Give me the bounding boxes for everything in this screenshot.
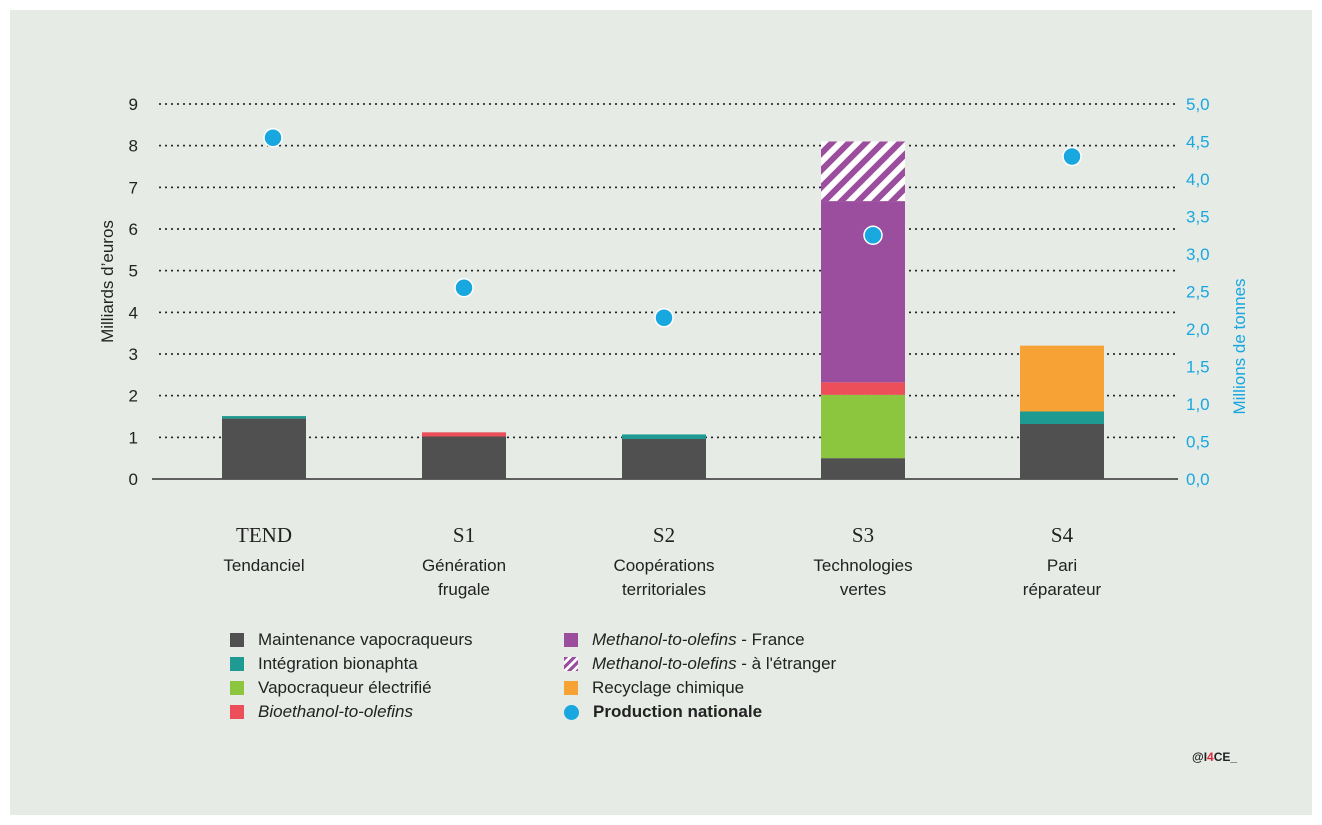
- x-category-label: S3: [852, 523, 874, 547]
- legend-swatch: [564, 681, 578, 695]
- y-tick-label: 2: [129, 387, 138, 406]
- bar-segment: [1020, 411, 1104, 424]
- bar-segment: [222, 416, 306, 419]
- bar-segment: [821, 141, 905, 202]
- legend-label-text: Vapocraqueur électrifié: [258, 678, 432, 697]
- legend-label: Intégration bionaphta: [258, 654, 418, 674]
- production-point: [654, 308, 674, 328]
- legend-swatch: [230, 633, 244, 647]
- legend-label: Methanol-to-olefins - France: [592, 630, 805, 650]
- legend-item: Methanol-to-olefins - à l'étranger: [564, 654, 836, 674]
- y2-tick-label: 0,5: [1186, 433, 1210, 452]
- bar-segment: [821, 201, 905, 383]
- legend-item: Maintenance vapocraqueurs: [230, 630, 473, 650]
- x-category-subtitle: vertes: [840, 580, 886, 599]
- production-point: [454, 278, 474, 298]
- y2-tick-label: 3,5: [1186, 208, 1210, 227]
- production-point: [863, 225, 883, 245]
- y2-tick-label: 2,0: [1186, 320, 1210, 339]
- bar-segment: [222, 418, 306, 479]
- production-point: [1062, 146, 1082, 167]
- legend-label: Maintenance vapocraqueurs: [258, 630, 473, 650]
- legend-label-text: - à l'étranger: [736, 654, 837, 673]
- x-category-subtitle: Pari: [1047, 556, 1077, 575]
- y-tick-label: 4: [129, 303, 138, 322]
- y-tick-label: 0: [129, 470, 138, 489]
- x-category-subtitle: frugale: [438, 580, 490, 599]
- y2-tick-label: 1,5: [1186, 358, 1210, 377]
- y-tick-label: 7: [129, 178, 138, 197]
- y2-tick-label: 2,5: [1186, 283, 1210, 302]
- legend-label-text: - France: [736, 630, 805, 649]
- production-point: [263, 128, 283, 148]
- legend-item: Vapocraqueur électrifié: [230, 678, 432, 698]
- x-category-label: S2: [653, 523, 675, 547]
- credit-prefix: @I: [1192, 750, 1208, 764]
- y2-axis-title: Millions de tonnes: [1230, 278, 1249, 414]
- bar-segment: [622, 439, 706, 479]
- legend-swatch: [564, 704, 579, 720]
- legend-label: Recyclage chimique: [592, 678, 744, 698]
- bar-chart: 0 1 2 3 4 5 6 7 8 9 0,0 0,5 1,0 1,5 2,0 2,5 3,0 3,5 4,0 4,5…: [98, 95, 1249, 599]
- bar-segment: [422, 436, 506, 479]
- chart-panel: 0 1 2 3 4 5 6 7 8 9 0,0 0,5 1,0 1,5 2,0 2,5 3,0 3,5 4,0 4,5…: [10, 10, 1312, 815]
- legend-swatch: [230, 681, 244, 695]
- x-category-subtitle: Tendanciel: [223, 556, 304, 575]
- legend-label-text: Maintenance vapocraqueurs: [258, 630, 473, 649]
- legend-label: Vapocraqueur électrifié: [258, 678, 432, 698]
- bar-segment: [622, 434, 706, 439]
- y-tick-label: 3: [129, 345, 138, 364]
- legend-label-text: Production nationale: [593, 702, 763, 721]
- x-category-subtitle: réparateur: [1023, 580, 1102, 599]
- credit-suffix: CE_: [1213, 750, 1238, 764]
- y-tick-label: 8: [129, 137, 138, 156]
- x-category-label: S1: [453, 523, 475, 547]
- legend-item: Bioethanol-to-olefins: [230, 702, 413, 722]
- y-tick-label: 1: [129, 428, 138, 447]
- x-category-subtitle: Coopérations: [613, 556, 714, 575]
- y-tick-label: 5: [129, 262, 138, 281]
- x-category-label: TEND: [236, 523, 292, 547]
- bar-segment: [1020, 424, 1104, 479]
- bar-segment: [422, 432, 506, 437]
- legend-item: Intégration bionaphta: [230, 654, 418, 674]
- bar-segment: [821, 458, 905, 479]
- legend-swatch: [564, 657, 578, 671]
- legend-item: Production nationale: [564, 702, 762, 722]
- legend-label-italic: Methanol-to-olefins: [592, 654, 737, 673]
- y-axis-title: Milliards d’euros: [98, 220, 117, 343]
- credit-label: @I4CE_: [1192, 750, 1237, 764]
- legend-label-italic: Methanol-to-olefins: [592, 630, 737, 649]
- y2-tick-label: 4,5: [1186, 133, 1210, 152]
- y2-tick-label: 1,0: [1186, 395, 1210, 414]
- x-category-subtitle: Technologies: [813, 556, 912, 575]
- legend-label: Methanol-to-olefins - à l'étranger: [592, 654, 836, 674]
- x-category-subtitle: Génération: [422, 556, 506, 575]
- y2-tick-label: 5,0: [1186, 95, 1210, 114]
- legend-swatch: [564, 633, 578, 647]
- x-category-subtitle: territoriales: [622, 580, 706, 599]
- legend-item: Methanol-to-olefins - France: [564, 630, 805, 650]
- y2-tick-label: 0,0: [1186, 470, 1210, 489]
- legend-swatch: [230, 657, 244, 671]
- legend-label: Production nationale: [593, 702, 762, 722]
- y-tick-label: 9: [129, 95, 138, 114]
- bar-segment: [1020, 345, 1104, 412]
- y2-tick-label: 4,0: [1186, 170, 1210, 189]
- legend-label: Bioethanol-to-olefins: [258, 702, 413, 722]
- credit-accent: 4: [1207, 750, 1214, 764]
- legend-swatch: [230, 705, 244, 719]
- legend-label-italic: Bioethanol-to-olefins: [258, 702, 413, 721]
- y-tick-label: 6: [129, 220, 138, 239]
- bar-segment: [821, 394, 905, 459]
- bar-segment: [821, 382, 905, 395]
- legend-item: Recyclage chimique: [564, 678, 744, 698]
- x-category-label: S4: [1051, 523, 1074, 547]
- legend-label-text: Recyclage chimique: [592, 678, 745, 697]
- y2-tick-label: 3,0: [1186, 245, 1210, 264]
- legend-label-text: Intégration bionaphta: [258, 654, 418, 673]
